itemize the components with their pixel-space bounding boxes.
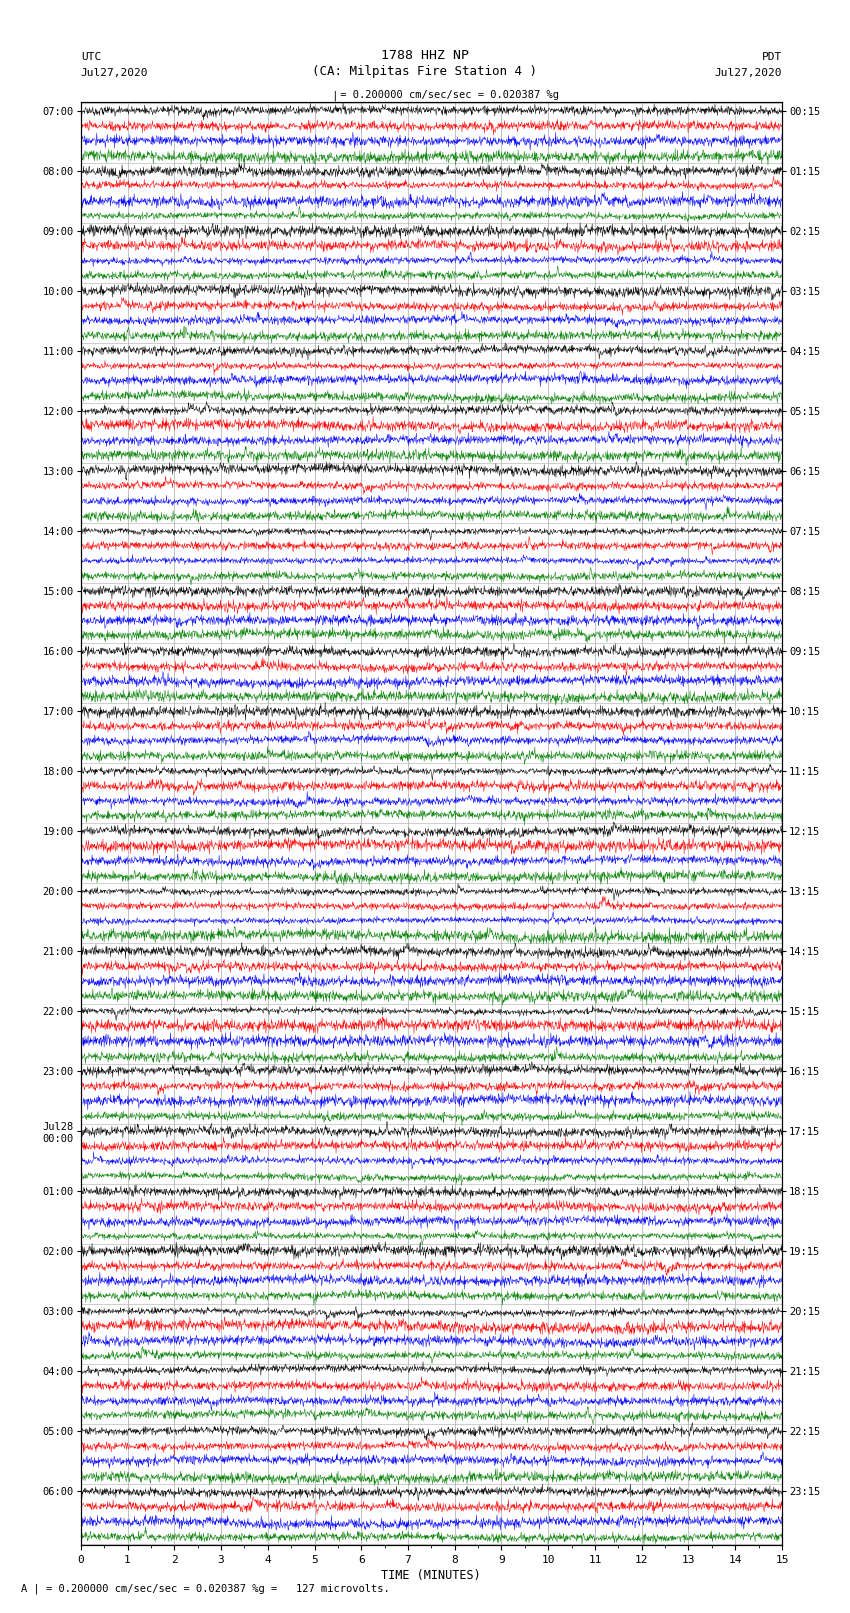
Text: PDT: PDT: [762, 52, 782, 63]
Text: Jul27,2020: Jul27,2020: [715, 68, 782, 77]
X-axis label: TIME (MINUTES): TIME (MINUTES): [382, 1569, 481, 1582]
Text: UTC: UTC: [81, 52, 101, 63]
Text: |: |: [332, 90, 338, 102]
Text: A | = 0.200000 cm/sec/sec = 0.020387 %g =   127 microvolts.: A | = 0.200000 cm/sec/sec = 0.020387 %g …: [21, 1582, 390, 1594]
Text: = 0.200000 cm/sec/sec = 0.020387 %g: = 0.200000 cm/sec/sec = 0.020387 %g: [334, 90, 559, 100]
Text: Jul27,2020: Jul27,2020: [81, 68, 148, 77]
Text: 1788 HHZ NP: 1788 HHZ NP: [381, 48, 469, 63]
Text: (CA: Milpitas Fire Station 4 ): (CA: Milpitas Fire Station 4 ): [313, 65, 537, 77]
